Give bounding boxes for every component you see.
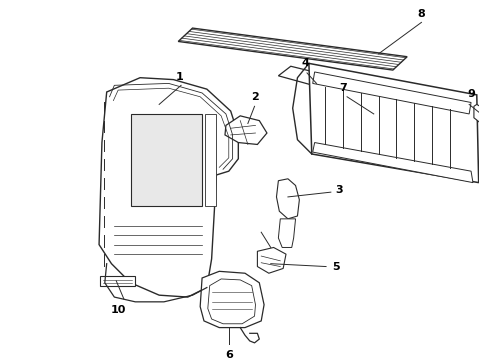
Polygon shape	[100, 276, 135, 285]
Circle shape	[204, 182, 216, 193]
Polygon shape	[99, 78, 238, 297]
Text: 8: 8	[417, 9, 425, 19]
Polygon shape	[313, 72, 471, 114]
Text: 2: 2	[252, 93, 259, 103]
Polygon shape	[309, 63, 479, 183]
Text: 9: 9	[467, 89, 475, 99]
Text: 6: 6	[225, 350, 233, 360]
Text: 5: 5	[332, 262, 340, 271]
Polygon shape	[178, 28, 407, 70]
Text: 4: 4	[301, 58, 309, 68]
Polygon shape	[225, 116, 267, 144]
Polygon shape	[205, 114, 217, 206]
Polygon shape	[200, 271, 264, 328]
Polygon shape	[130, 114, 202, 206]
Text: 10: 10	[110, 305, 126, 315]
Polygon shape	[276, 179, 299, 219]
Text: 7: 7	[340, 83, 347, 93]
Circle shape	[206, 184, 213, 191]
Polygon shape	[278, 66, 345, 91]
Polygon shape	[257, 247, 286, 273]
Text: 1: 1	[175, 72, 183, 81]
Polygon shape	[278, 219, 295, 247]
Polygon shape	[208, 279, 255, 324]
Polygon shape	[474, 104, 490, 125]
Text: 3: 3	[336, 185, 343, 195]
Polygon shape	[313, 143, 473, 183]
